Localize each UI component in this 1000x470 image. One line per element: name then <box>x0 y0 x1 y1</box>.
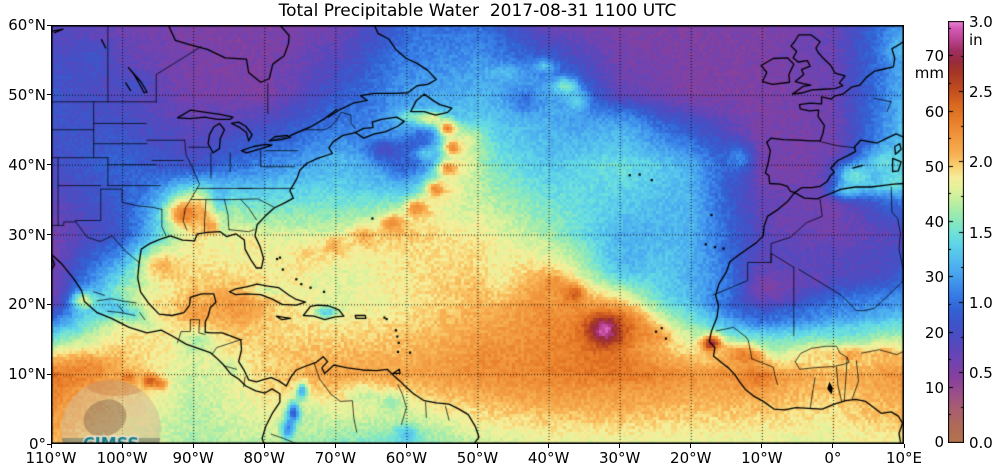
x-tick-label: 110°W <box>25 449 77 467</box>
colorbar-in-unit: in <box>969 31 983 49</box>
colorbar-mm-tick-label: 60 <box>924 102 944 121</box>
colorbar-mm-tick-label: 0 <box>934 433 944 451</box>
x-tick-mark <box>548 444 550 448</box>
x-tick-label: 70°W <box>314 449 357 467</box>
colorbar-in-tick-label: 3.0 <box>969 13 993 31</box>
y-tick-label: 0° <box>28 435 46 453</box>
page-title: Total Precipitable Water 2017-08-31 1100… <box>278 1 677 21</box>
x-tick-mark <box>619 444 621 448</box>
colorbar-in-tick-label: 0.0 <box>969 434 993 452</box>
y-tick-label: 40°N <box>8 155 46 174</box>
y-tick-label: 30°N <box>8 225 46 244</box>
x-tick-mark <box>477 444 478 448</box>
x-tick-label: 30°W <box>598 449 641 467</box>
y-tick-mark <box>47 443 51 445</box>
y-tick-label: 50°N <box>8 85 46 104</box>
x-tick-label: 10°W <box>741 449 783 467</box>
x-tick-label: 50°W <box>456 449 499 467</box>
x-tick-label: 40°W <box>527 449 570 467</box>
x-tick-label: 90°W <box>172 449 214 467</box>
colorbar-mm-tick-label: 50 <box>924 157 944 176</box>
colorbar-mm-tick-label: 70 <box>924 47 944 66</box>
colorbar-mm-unit: mm <box>914 64 944 83</box>
colorbar-in-tick-label: 2.0 <box>969 153 993 172</box>
x-tick-mark <box>263 444 265 448</box>
y-tick-mark <box>47 164 51 166</box>
colorbar-mm-tick-label: 30 <box>924 268 944 287</box>
x-tick-label: 0° <box>824 449 842 467</box>
tpw-map-canvas <box>51 25 904 444</box>
x-tick-mark <box>192 444 194 448</box>
colorbar-in-tick-label: 0.5 <box>969 363 993 382</box>
x-tick-label: 60°W <box>385 449 428 467</box>
colorbar-mm-tick-label: 40 <box>924 213 944 231</box>
y-tick-mark <box>47 373 51 375</box>
colorbar-in-tick-label: 1.0 <box>969 293 993 312</box>
colorbar <box>948 21 964 443</box>
x-tick-mark <box>903 444 905 448</box>
y-tick-label: 60°N <box>8 16 46 34</box>
x-tick-mark <box>334 444 336 448</box>
y-tick-mark <box>47 24 51 26</box>
y-tick-label: 20°N <box>8 295 46 314</box>
x-tick-label: 80°W <box>243 449 285 467</box>
x-tick-mark <box>761 444 763 448</box>
y-tick-mark <box>47 94 51 96</box>
y-tick-mark <box>47 303 51 305</box>
colorbar-in-tick-label: 1.5 <box>969 223 993 242</box>
x-tick-mark <box>50 444 52 448</box>
y-tick-label: 10°N <box>8 365 46 384</box>
x-tick-mark <box>121 444 123 448</box>
x-tick-mark <box>405 444 407 448</box>
x-tick-label: 100°W <box>96 449 148 467</box>
colorbar-mm-tick-label: 10 <box>924 378 944 397</box>
x-tick-label: 20°W <box>670 449 712 467</box>
x-tick-label: 10°E <box>885 449 923 467</box>
colorbar-in-tick-label: 2.5 <box>969 83 993 102</box>
y-tick-mark <box>47 234 51 235</box>
x-tick-mark <box>690 444 692 448</box>
colorbar-mm-tick-label: 20 <box>924 323 944 342</box>
x-tick-mark <box>832 444 834 448</box>
